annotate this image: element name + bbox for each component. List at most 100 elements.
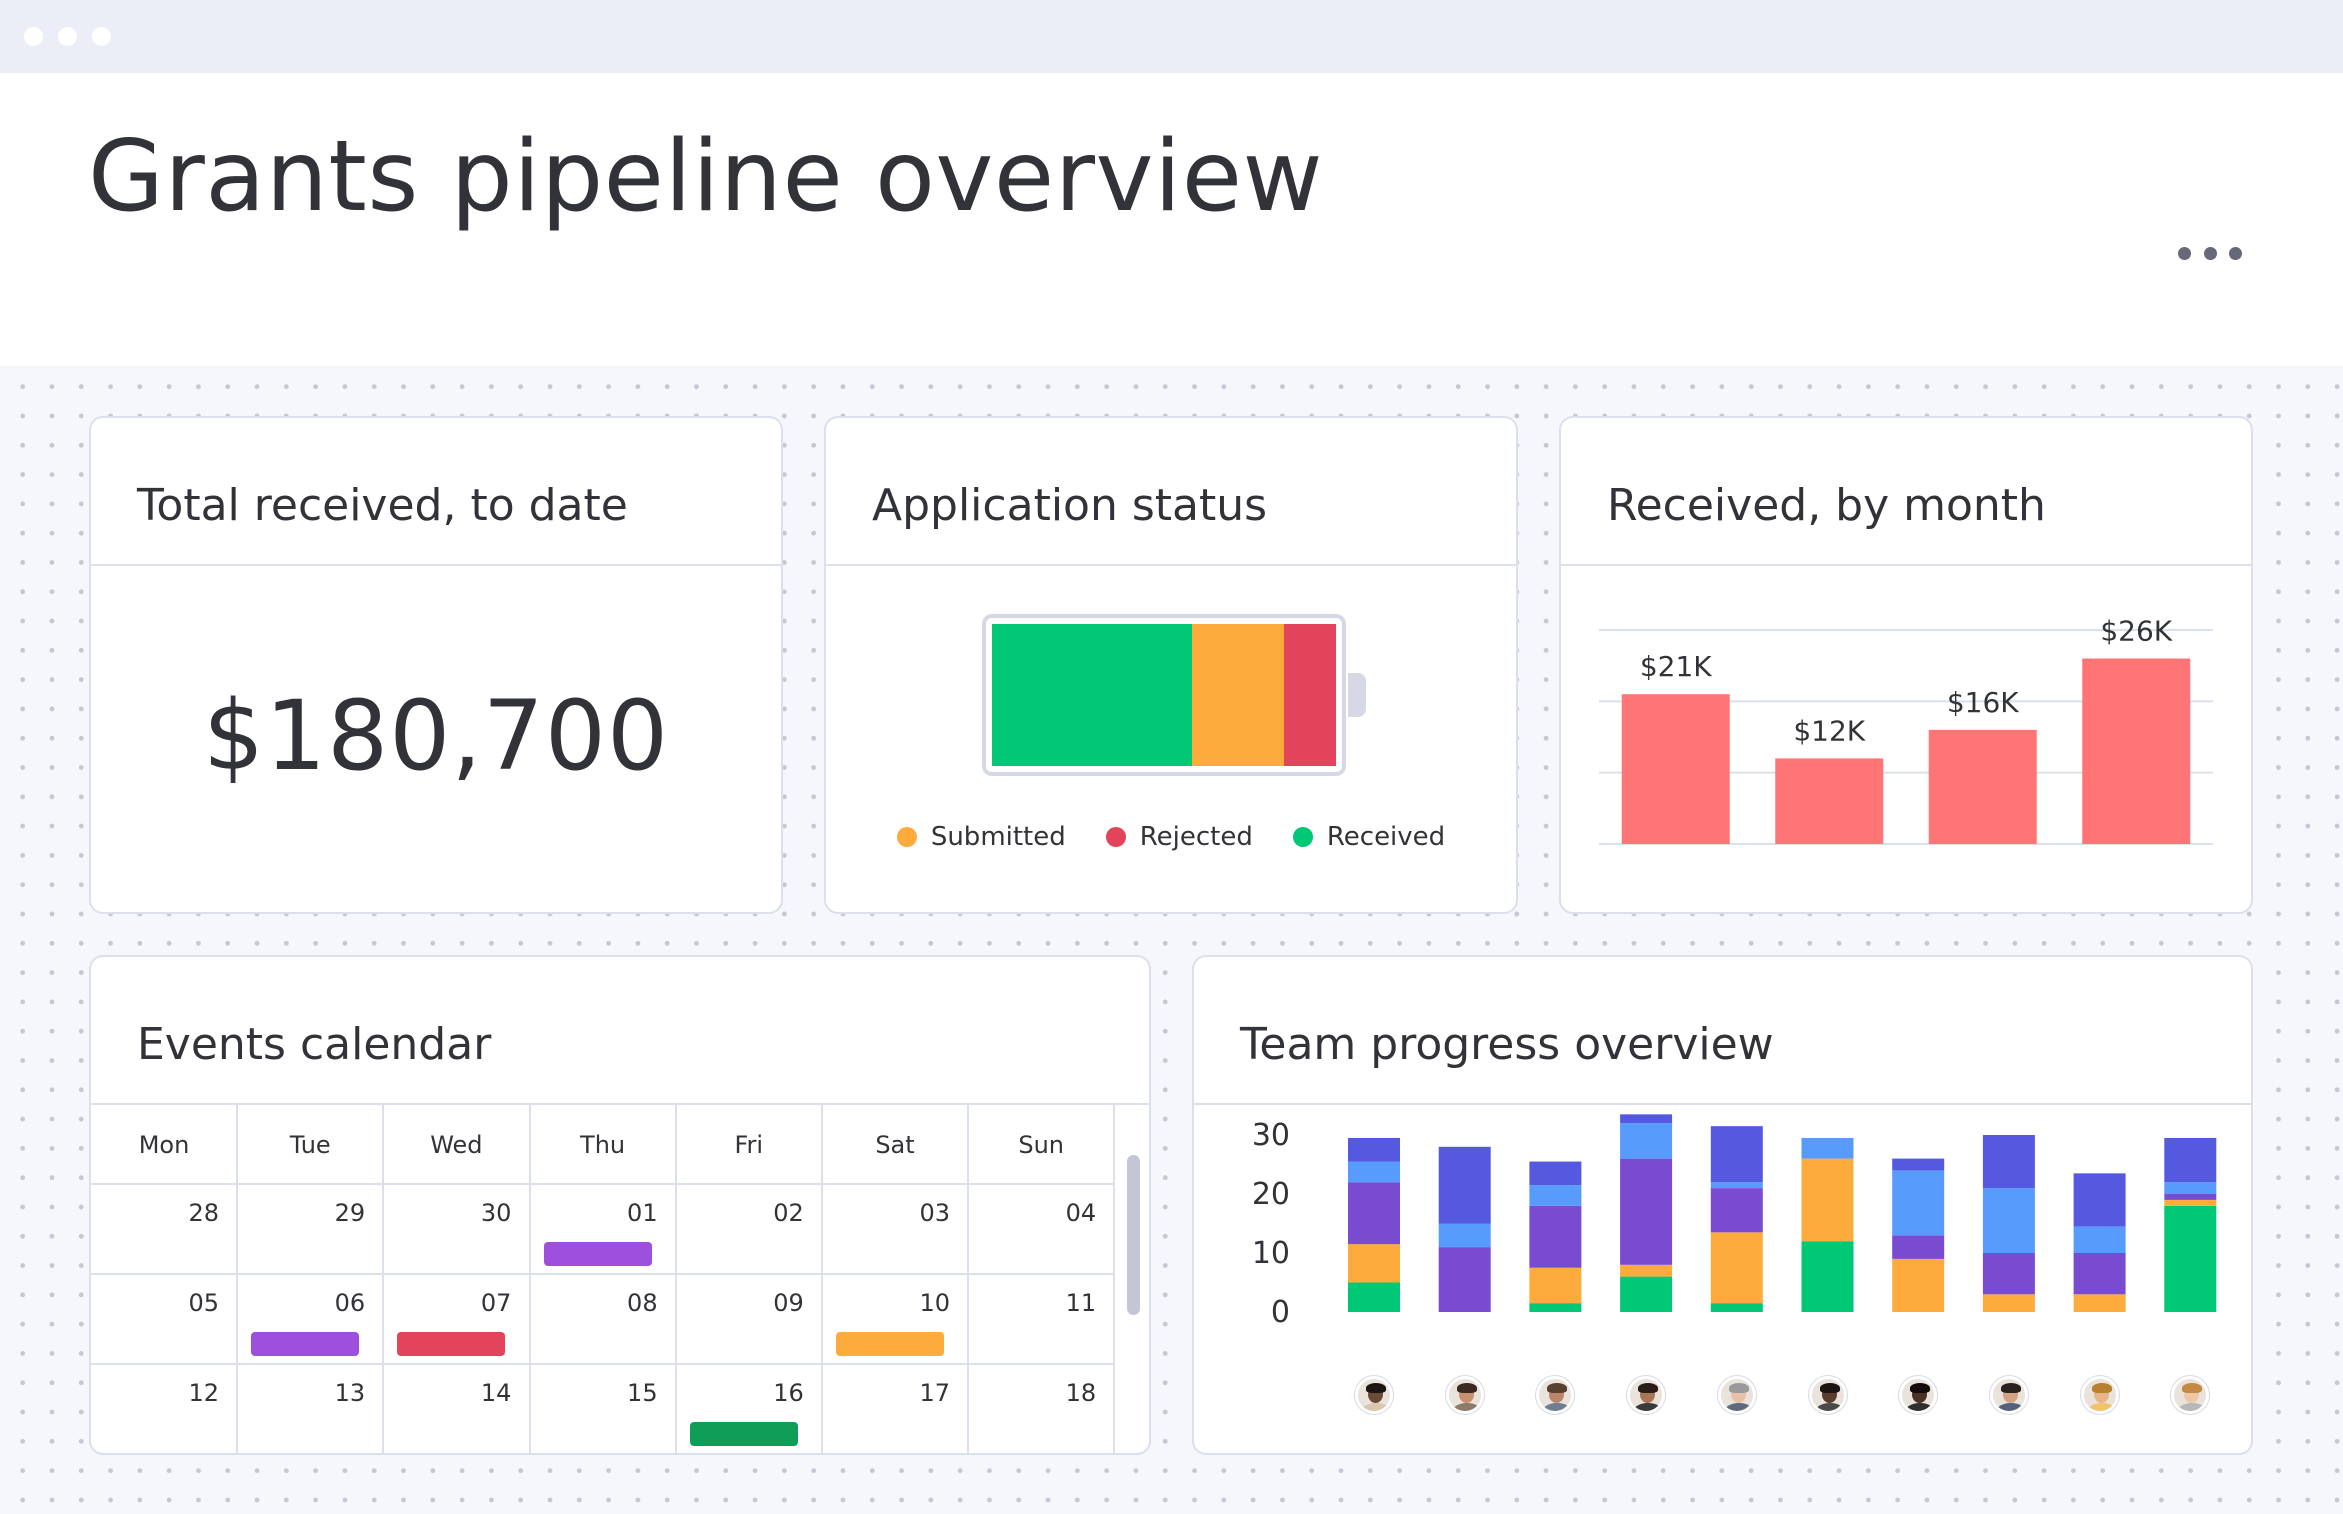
calendar-date-cell[interactable]: 15 xyxy=(627,1379,658,1407)
stacked-bar-segment[interactable] xyxy=(1438,1146,1491,1224)
stacked-bar-segment[interactable] xyxy=(2164,1182,2217,1194)
person-avatar-icon[interactable] xyxy=(1536,1376,1575,1414)
stacked-bar-segment[interactable] xyxy=(1620,1264,1673,1277)
events-calendar-widget[interactable]: Events calendar Mon Tue Wed Thu Fri Sat Sun 28 2… xyxy=(89,955,1151,1455)
received-by-month-widget[interactable]: Received, by month $21K $12K $16K $26K xyxy=(1559,416,2253,914)
stacked-bar-segment[interactable] xyxy=(1529,1205,1582,1268)
calendar-date-cell[interactable]: 05 xyxy=(188,1289,219,1317)
window-dot-icon[interactable] xyxy=(24,27,43,46)
total-received-widget[interactable]: Total received, to date $180,700 xyxy=(89,416,783,914)
month-bar[interactable] xyxy=(1621,694,1730,844)
person-avatar-icon[interactable] xyxy=(1355,1376,1393,1414)
day-header-wed: Wed xyxy=(430,1131,483,1159)
calendar-date-cell[interactable]: 04 xyxy=(1065,1199,1097,1227)
status-segment-received[interactable] xyxy=(992,624,1192,766)
calendar-date-cell[interactable]: 13 xyxy=(334,1379,366,1407)
stacked-bar-segment[interactable] xyxy=(1620,1276,1673,1312)
calendar-event[interactable] xyxy=(251,1332,360,1356)
stacked-bar-segment[interactable] xyxy=(1529,1303,1582,1312)
stacked-bar-segment[interactable] xyxy=(1529,1185,1582,1206)
calendar-date-cell[interactable]: 11 xyxy=(1065,1289,1097,1317)
calendar-date-cell[interactable]: 18 xyxy=(1065,1379,1097,1407)
more-options-button[interactable] xyxy=(2170,235,2250,271)
stacked-bar-segment[interactable] xyxy=(1892,1170,1945,1236)
stacked-bar-segment[interactable] xyxy=(2073,1294,2126,1312)
stacked-bar-segment[interactable] xyxy=(1710,1232,1763,1304)
person-avatar-icon[interactable] xyxy=(1445,1376,1484,1414)
calendar-row-divider xyxy=(91,1183,1113,1185)
stacked-bar-segment[interactable] xyxy=(1892,1258,1945,1312)
stacked-bar-segment[interactable] xyxy=(1710,1303,1763,1312)
calendar-date-cell[interactable]: 06 xyxy=(334,1289,366,1317)
stacked-bar-segment[interactable] xyxy=(2164,1199,2217,1206)
application-status-widget[interactable]: Application status Submitted Rejected Re… xyxy=(824,416,1518,914)
calendar-date-cell[interactable]: 02 xyxy=(773,1199,804,1227)
calendar-scrollbar[interactable] xyxy=(1127,1155,1140,1315)
stacked-bar-segment[interactable] xyxy=(1982,1294,2035,1312)
person-avatar-icon[interactable] xyxy=(1899,1376,1938,1414)
stacked-bar-segment[interactable] xyxy=(2073,1253,2126,1295)
stacked-bar-segment[interactable] xyxy=(1710,1188,1763,1233)
calendar-event[interactable] xyxy=(543,1242,652,1266)
stacked-bar-segment[interactable] xyxy=(2073,1226,2126,1253)
window-dot-icon[interactable] xyxy=(58,27,77,46)
calendar-date-cell[interactable]: 03 xyxy=(919,1199,950,1227)
stacked-bar-segment[interactable] xyxy=(1801,1241,1854,1312)
stacked-bar-segment[interactable] xyxy=(1982,1188,2035,1253)
month-bar[interactable] xyxy=(2082,658,2191,844)
status-segment-submitted[interactable] xyxy=(1191,624,1285,766)
person-avatar-icon[interactable] xyxy=(1808,1376,1847,1414)
stacked-bar-segment[interactable] xyxy=(1438,1223,1491,1248)
calendar-date-cell[interactable]: 30 xyxy=(480,1199,512,1227)
stacked-bar-segment[interactable] xyxy=(1982,1253,2035,1295)
stacked-bar-segment[interactable] xyxy=(2073,1173,2126,1227)
stacked-bar-segment[interactable] xyxy=(1348,1282,1400,1313)
person-avatar-icon[interactable] xyxy=(1717,1376,1756,1414)
y-tick-label: 30 xyxy=(1252,1118,1290,1153)
stacked-bar-segment[interactable] xyxy=(1348,1244,1400,1283)
stacked-bar-segment[interactable] xyxy=(1620,1123,1673,1159)
person-avatar-icon[interactable] xyxy=(2171,1376,2210,1414)
calendar-event[interactable] xyxy=(689,1422,798,1446)
stacked-bar-segment[interactable] xyxy=(1620,1114,1673,1124)
person-avatar-icon[interactable] xyxy=(2080,1376,2119,1414)
stacked-bar-segment[interactable] xyxy=(1529,1267,1582,1304)
calendar-date-cell[interactable]: 07 xyxy=(480,1289,512,1317)
stacked-bar-segment[interactable] xyxy=(2164,1194,2217,1200)
stacked-bar-segment[interactable] xyxy=(1892,1158,1945,1171)
stacked-bar-segment[interactable] xyxy=(1710,1126,1763,1183)
stacked-bar-segment[interactable] xyxy=(2164,1205,2217,1312)
month-bar[interactable] xyxy=(1775,758,1884,844)
calendar-date-cell[interactable]: 09 xyxy=(773,1289,804,1317)
person-avatar-icon[interactable] xyxy=(1989,1376,2028,1414)
stacked-bar-segment[interactable] xyxy=(1348,1137,1400,1162)
stacked-bar-segment[interactable] xyxy=(1801,1137,1854,1159)
stacked-bar-segment[interactable] xyxy=(1801,1158,1854,1242)
calendar-date-cell[interactable]: 12 xyxy=(188,1379,219,1407)
stacked-bar-segment[interactable] xyxy=(2164,1137,2217,1183)
calendar-date-cell[interactable]: 16 xyxy=(773,1379,804,1407)
stacked-bar-segment[interactable] xyxy=(1892,1235,1945,1259)
status-segment-rejected[interactable] xyxy=(1284,624,1336,766)
stacked-bar-segment[interactable] xyxy=(1348,1161,1400,1183)
window-dot-icon[interactable] xyxy=(92,27,111,46)
stacked-bar-segment[interactable] xyxy=(1438,1247,1491,1312)
calendar-date-cell[interactable]: 10 xyxy=(919,1289,950,1317)
status-legend: Submitted Rejected Received xyxy=(826,822,1516,852)
stacked-bar-segment[interactable] xyxy=(1710,1182,1763,1189)
calendar-date-cell[interactable]: 17 xyxy=(919,1379,950,1407)
calendar-date-cell[interactable]: 14 xyxy=(480,1379,512,1407)
month-bar[interactable] xyxy=(1928,729,2037,844)
stacked-bar-segment[interactable] xyxy=(1529,1161,1582,1186)
calendar-date-cell[interactable]: 28 xyxy=(188,1199,219,1227)
person-avatar-icon[interactable] xyxy=(1627,1376,1666,1414)
stacked-bar-segment[interactable] xyxy=(1620,1158,1673,1265)
team-progress-widget[interactable]: Team progress overview 30 20 10 0 xyxy=(1192,955,2253,1455)
calendar-event[interactable] xyxy=(397,1332,506,1356)
calendar-date-cell[interactable]: 08 xyxy=(627,1289,658,1317)
calendar-event[interactable] xyxy=(836,1332,944,1356)
calendar-date-cell[interactable]: 29 xyxy=(334,1199,366,1227)
stacked-bar-segment[interactable] xyxy=(1348,1182,1400,1245)
stacked-bar-segment[interactable] xyxy=(1982,1135,2035,1189)
calendar-date-cell[interactable]: 01 xyxy=(627,1199,658,1227)
